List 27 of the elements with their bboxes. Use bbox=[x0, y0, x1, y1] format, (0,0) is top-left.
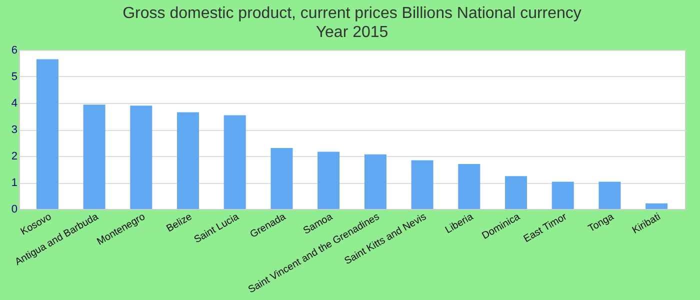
y-tick-label: 0 bbox=[11, 204, 18, 216]
y-tick-label: 1 bbox=[11, 177, 18, 189]
y-tick-label: 3 bbox=[11, 124, 18, 136]
bar bbox=[364, 154, 386, 209]
chart-subtitle: Year 2015 bbox=[316, 24, 388, 41]
y-tick-label: 5 bbox=[11, 71, 18, 83]
bar bbox=[505, 176, 527, 209]
x-tick-label: Saint Lucia bbox=[192, 211, 242, 246]
bar bbox=[177, 112, 199, 209]
x-tick-label: Belize bbox=[164, 211, 194, 235]
bar bbox=[36, 59, 58, 209]
x-tick-label: Tonga bbox=[586, 211, 616, 235]
bar bbox=[318, 152, 340, 209]
bar bbox=[224, 115, 246, 209]
bar bbox=[552, 182, 574, 209]
bar bbox=[83, 104, 106, 209]
x-tick-label: East Timor bbox=[522, 211, 570, 245]
y-tick-label: 4 bbox=[11, 98, 18, 110]
bar bbox=[598, 182, 621, 209]
bar bbox=[411, 160, 434, 209]
bar bbox=[270, 148, 293, 209]
chart-title: Gross domestic product, current prices Billions National currency bbox=[122, 5, 582, 22]
bar bbox=[458, 164, 480, 209]
bar bbox=[646, 203, 668, 209]
bar bbox=[130, 106, 152, 209]
y-tick-label: 6 bbox=[11, 44, 18, 56]
y-tick-label: 2 bbox=[11, 150, 18, 162]
